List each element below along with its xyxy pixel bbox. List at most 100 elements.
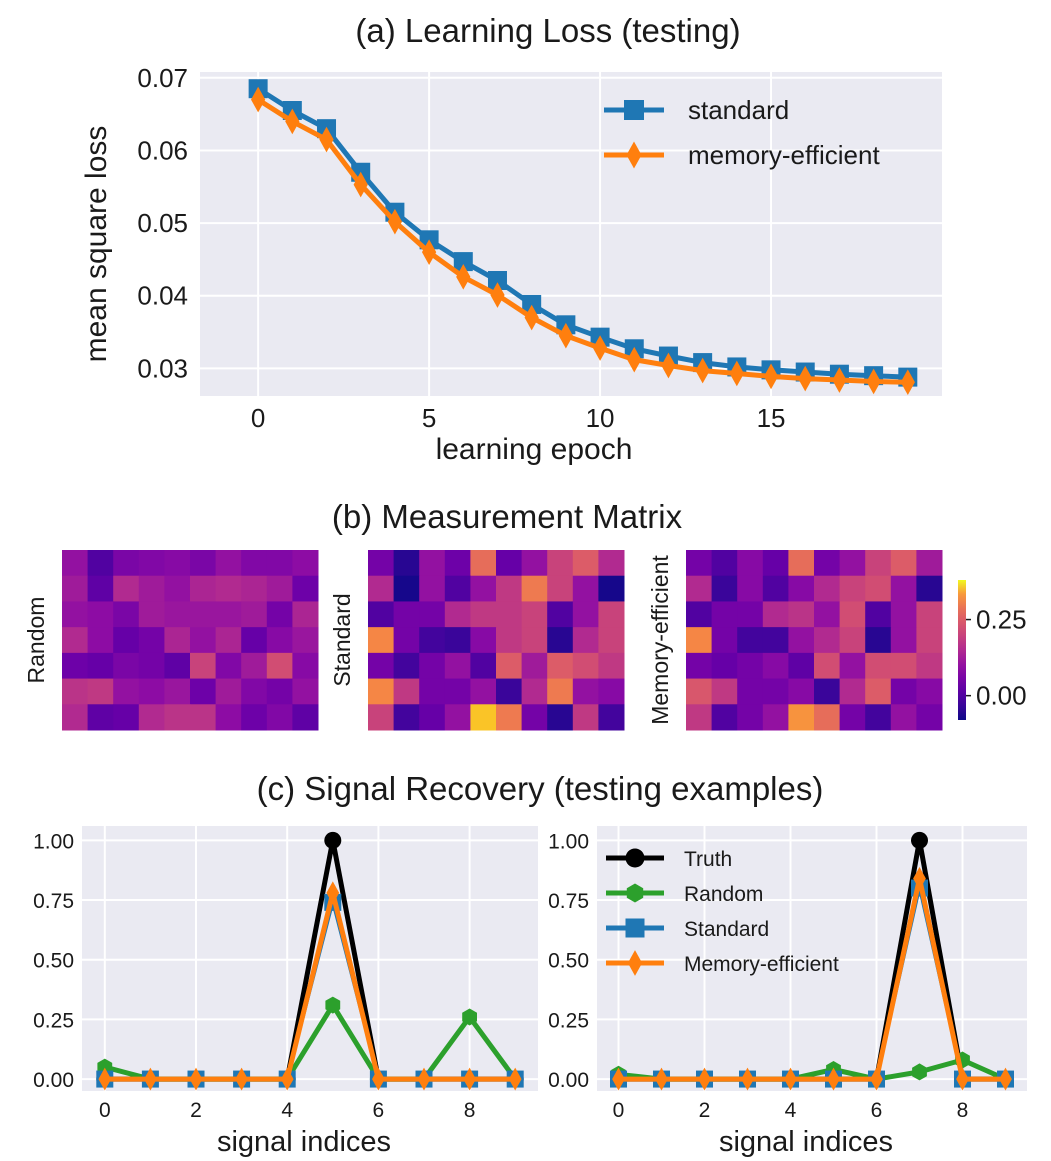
recovery-point: [827, 1067, 840, 1091]
heatmap-cell: [916, 575, 943, 602]
heatmap-cell: [393, 550, 420, 577]
heatmap-cell: [686, 704, 713, 731]
heatmap-cell: [444, 652, 471, 680]
recovery-y-tick: 0.00: [33, 1069, 74, 1092]
heatmap-cell: [444, 627, 471, 654]
recovery-x-tick: 4: [281, 1099, 293, 1122]
recovery-x-tick: 6: [373, 1099, 385, 1122]
recovery-legend-label: Random: [684, 883, 763, 906]
colorbar-tick: 0.25: [976, 605, 1027, 635]
loss-legend: standard memory-efficient: [604, 95, 880, 170]
heatmap-cell: [190, 575, 217, 602]
heatmap-cell: [444, 678, 471, 705]
heatmap-cell: [496, 678, 523, 705]
heatmap-cell: [138, 704, 165, 731]
recovery-point: [911, 831, 928, 849]
heatmap-cell: [686, 575, 713, 602]
heatmap-cell: [87, 575, 114, 602]
loss-chart: (a) Learning Loss (testing) 0 5 10 15 0.03 0.0…: [80, 12, 942, 466]
heatmap-cell: [241, 601, 268, 628]
heatmap-cell: [164, 601, 191, 628]
loss-point: [522, 294, 542, 314]
heatmap-cell: [572, 652, 599, 680]
heatmap-cell: [87, 601, 114, 628]
heatmap-cell: [368, 652, 395, 680]
heatmap-cell: [215, 652, 242, 680]
heatmap-cell: [916, 550, 943, 577]
matrix-title: (b) Measurement Matrix: [332, 498, 683, 535]
loss-point: [729, 360, 744, 387]
heatmap-cell: [572, 678, 599, 705]
heatmap-cell: [890, 601, 917, 628]
recovery-x-label: signal indices: [217, 1126, 391, 1158]
recovery-legend: Truth Random Standard Memory-efficient: [606, 848, 839, 976]
heatmap-cell: [686, 678, 713, 705]
heatmap-memory-efficient: Memory-efficient: [647, 550, 943, 731]
heatmap-cell: [241, 678, 268, 705]
heatmap-cell: [190, 652, 217, 680]
recovery-x-tick: 0: [613, 1099, 625, 1122]
heatmap-cell: [470, 601, 497, 628]
recovery-panel-2: 0 2 4 6 8 0.00 0.25 0.50 0.75 1.00 signal indices T…: [548, 826, 1027, 1158]
heatmap-cell: [686, 550, 713, 577]
recovery-point: [280, 1067, 294, 1091]
loss-point: [763, 363, 779, 390]
heatmap-cell: [686, 652, 713, 680]
heatmap-cell: [737, 678, 764, 705]
heatmap-cell: [598, 652, 625, 680]
heatmap-cell: [62, 601, 89, 628]
recovery-y-tick: 1.00: [33, 830, 74, 853]
heatmap-cell: [368, 678, 395, 705]
recovery-x-tick: 2: [699, 1099, 711, 1122]
recovery-y-tick: 1.00: [548, 830, 589, 853]
heatmap-cell: [266, 627, 293, 654]
heatmap-cell: [521, 627, 548, 654]
heatmap-cell: [368, 550, 395, 577]
heatmap-cell: [890, 575, 917, 602]
recovery-point: [999, 1067, 1012, 1091]
heatmap-cell: [788, 652, 815, 680]
heatmap-cell: [419, 575, 446, 602]
heatmap-cell: [62, 550, 89, 577]
heatmap-cell: [138, 575, 165, 602]
loss-point: [490, 282, 505, 308]
heatmap-cell: [839, 627, 866, 654]
recovery-point: [235, 1067, 248, 1091]
colorbar-tick: 0.00: [976, 681, 1027, 711]
heatmap-cell: [444, 550, 471, 577]
recovery-panel-1: 0 2 4 6 8 0.00 0.25 0.50 0.75 1.00 signal indices: [33, 826, 538, 1158]
heatmap-cell: [215, 575, 242, 602]
heatmap-cell: [470, 678, 497, 705]
heatmap-cell: [113, 678, 140, 705]
recovery-legend-marker: [625, 848, 645, 868]
heatmap-cell: [598, 550, 625, 577]
heatmap-cell: [190, 627, 217, 654]
loss-point: [421, 239, 437, 265]
loss-y-tick: 0.03: [137, 353, 188, 383]
heatmap-cell: [215, 627, 242, 654]
loss-x-tick: 15: [757, 403, 786, 433]
recovery-point: [462, 1008, 477, 1026]
heatmap-cell: [711, 678, 738, 705]
heatmap-cell: [788, 550, 815, 577]
heatmap-cell: [865, 575, 892, 602]
heatmap-cell: [266, 550, 293, 577]
heatmap-cell: [113, 704, 140, 731]
heatmap-cell: [368, 627, 395, 654]
heatmap-cell: [190, 678, 217, 705]
heatmap-cell: [762, 704, 789, 731]
heatmap-cell: [393, 678, 420, 705]
heatmap-cell: [419, 601, 446, 628]
heatmap-cell: [762, 678, 789, 705]
heatmap-cell: [686, 601, 713, 628]
heatmap-cell: [419, 704, 446, 731]
heatmap-cell: [496, 575, 523, 602]
measurement-matrix: (b) Measurement Matrix Random Standard Memo…: [23, 498, 1027, 731]
recovery-y-tick: 0.50: [548, 950, 589, 973]
heatmap-cell: [113, 601, 140, 628]
heatmap-cell: [393, 575, 420, 602]
recovery-series-line: [104, 890, 516, 1082]
heatmap-cell: [890, 704, 917, 731]
heatmap-cell: [737, 652, 764, 680]
